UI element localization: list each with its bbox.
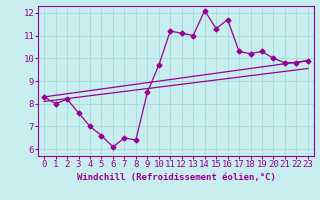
X-axis label: Windchill (Refroidissement éolien,°C): Windchill (Refroidissement éolien,°C)	[76, 173, 276, 182]
